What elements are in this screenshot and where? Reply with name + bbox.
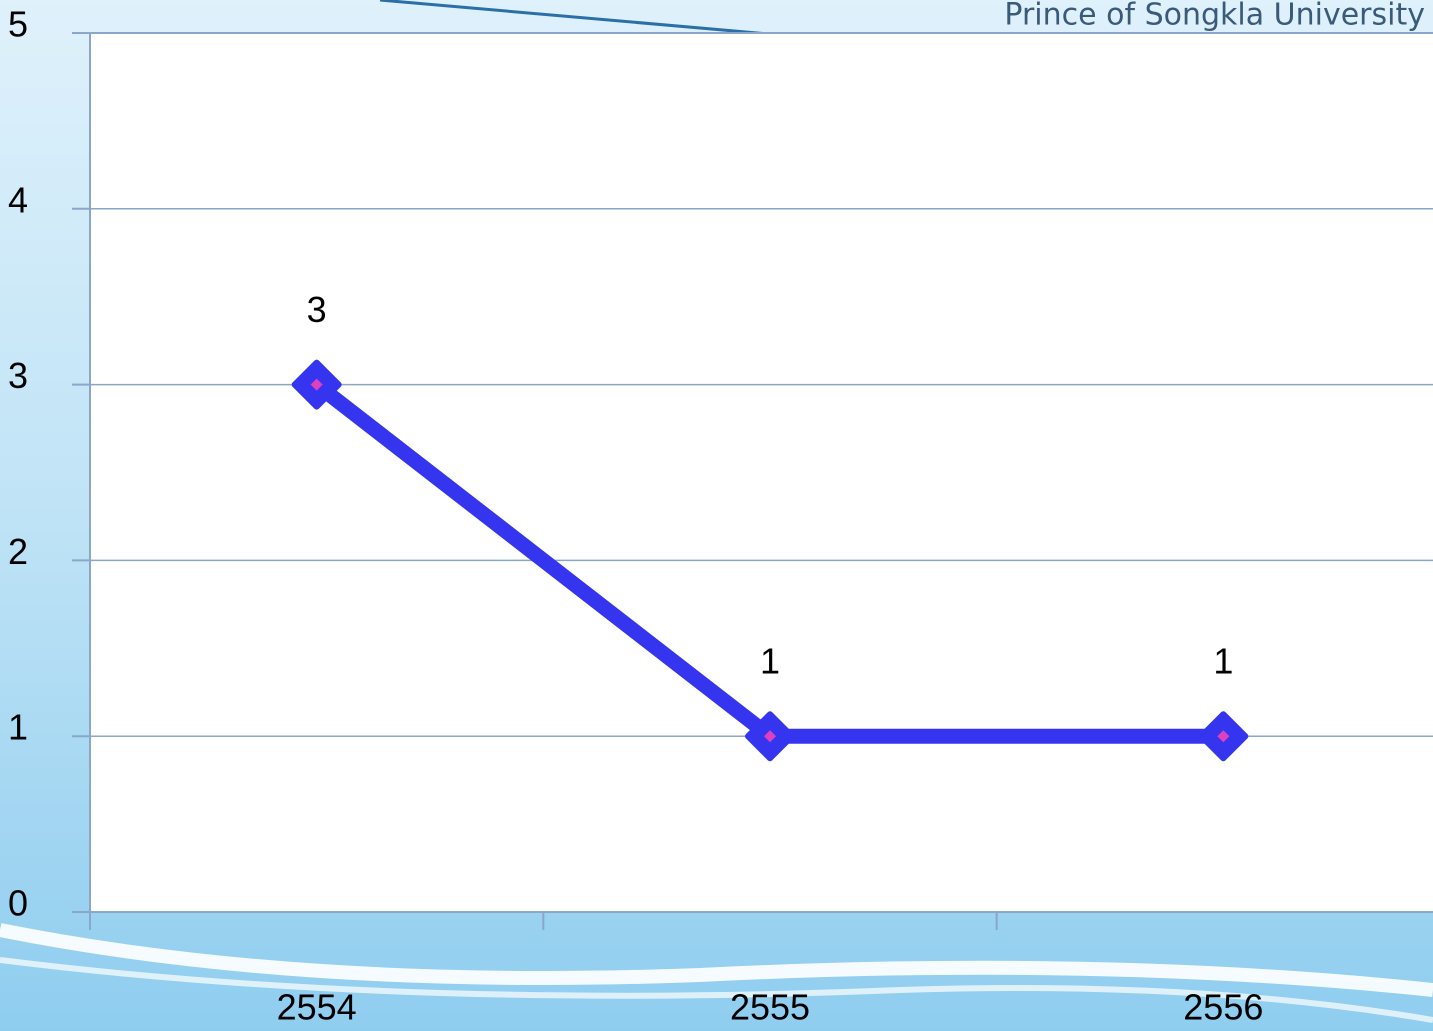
y-tick-label: 3	[8, 355, 28, 396]
x-tick-label: 2555	[730, 987, 810, 1028]
y-tick-label: 4	[8, 179, 28, 220]
x-tick-label: 2554	[277, 987, 357, 1028]
x-tick-label: 2556	[1183, 987, 1263, 1028]
y-tick-label: 0	[8, 883, 28, 924]
y-tick-label: 2	[8, 531, 28, 572]
data-label: 1	[760, 641, 780, 682]
plot-area	[90, 33, 1433, 912]
brand-text: Prince of Songkla University	[1004, 0, 1425, 33]
chart: Prince of Songkla University 0 1 2 3 4 5 2554 2…	[0, 0, 1433, 1031]
data-label: 1	[1213, 641, 1233, 682]
y-tick-label: 5	[8, 4, 28, 45]
page: {"slide": {"brand": "Prince of Songkla U…	[0, 0, 1433, 1031]
y-tick-label: 1	[8, 707, 28, 748]
data-label: 3	[307, 289, 327, 330]
